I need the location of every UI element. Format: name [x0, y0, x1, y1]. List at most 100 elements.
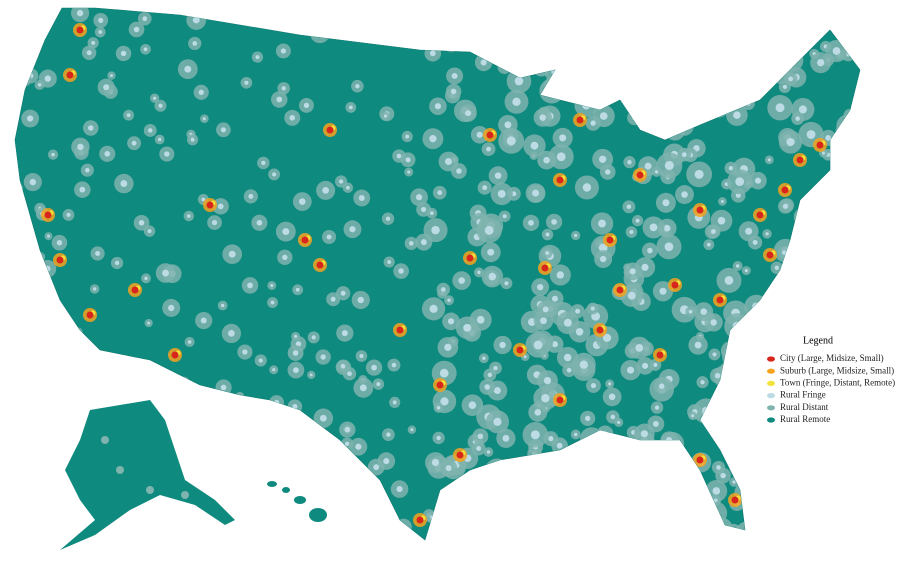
- city-area: [131, 286, 139, 294]
- rural-fringe-area: [688, 309, 693, 314]
- rural-fringe-area: [429, 32, 437, 39]
- rural-distant-area: [747, 504, 773, 530]
- rural-fringe-area: [759, 329, 769, 339]
- rural-distant-area: [579, 427, 604, 451]
- rural-distant-area: [793, 207, 813, 227]
- rural-fringe-area: [434, 103, 442, 110]
- rural-distant-area: [553, 497, 563, 506]
- rural-fringe-area: [493, 417, 502, 426]
- rural-fringe-area: [575, 308, 581, 314]
- rural-fringe-area: [198, 89, 204, 95]
- rural-fringe-area: [826, 470, 836, 479]
- rural-fringe-area: [549, 81, 556, 88]
- city-area: [606, 236, 614, 244]
- rural-fringe-area: [781, 250, 787, 255]
- rural-distant-area: [329, 491, 340, 502]
- rural-fringe-area: [565, 80, 571, 86]
- rural-fringe-area: [298, 198, 306, 205]
- rural-distant-area: [770, 282, 792, 304]
- rural-fringe-area: [839, 204, 844, 208]
- rural-distant-area: [785, 262, 808, 285]
- rural-fringe-area: [200, 317, 207, 324]
- rural-fringe-area: [730, 528, 737, 535]
- rural-fringe-area: [470, 520, 479, 529]
- rural-distant-area: [754, 459, 775, 480]
- rural-fringe-area: [640, 430, 648, 438]
- rural-fringe-area: [482, 356, 486, 360]
- rural-distant-area: [813, 517, 823, 527]
- rural-fringe-area: [593, 471, 598, 475]
- rural-fringe-area: [34, 402, 41, 408]
- rural-fringe-area: [754, 177, 762, 184]
- rural-distant-area: [682, 8, 693, 19]
- rural-fringe-area: [539, 114, 546, 121]
- city-area: [316, 261, 324, 269]
- rural-fringe-area: [15, 326, 19, 333]
- rural-distant-area: [658, 497, 682, 521]
- rural-fringe-area: [627, 160, 632, 165]
- rural-fringe-area: [494, 172, 502, 179]
- rural-fringe-area: [373, 464, 380, 471]
- rural-distant-area: [29, 396, 47, 414]
- rural-fringe-area: [672, 9, 677, 14]
- rural-fringe-area: [790, 267, 797, 275]
- rural-distant-area: [567, 52, 578, 63]
- rural-fringe-area: [761, 384, 767, 391]
- rural-fringe-area: [170, 430, 174, 434]
- rural-fringe-area: [840, 418, 844, 422]
- rural-fringe-area: [355, 84, 360, 89]
- rural-fringe-area: [147, 229, 152, 234]
- rural-fringe-area: [757, 463, 762, 468]
- city-area: [301, 236, 309, 244]
- rural-fringe-area: [525, 47, 535, 56]
- rural-fringe-area: [512, 97, 521, 107]
- rural-fringe-area: [606, 52, 612, 58]
- rural-fringe-area: [346, 185, 350, 190]
- rural-fringe-area: [708, 80, 717, 89]
- rural-fringe-area: [103, 84, 110, 91]
- rural-distant-area: [464, 8, 480, 17]
- rural-fringe-area: [716, 465, 721, 470]
- rural-distant-area: [848, 146, 857, 156]
- rural-fringe-area: [489, 8, 496, 15]
- rural-fringe-area: [742, 488, 751, 498]
- rural-fringe-area: [681, 152, 687, 158]
- city-area: [716, 296, 724, 304]
- rural-fringe-area: [849, 320, 857, 328]
- rural-distant-area: [622, 41, 635, 54]
- rural-distant-area: [695, 519, 707, 532]
- rural-fringe-area: [702, 74, 708, 80]
- rural-fringe-area: [624, 88, 629, 92]
- rural-distant-area: [501, 32, 513, 43]
- rural-fringe-area: [488, 272, 497, 281]
- rural-fringe-area: [440, 287, 446, 292]
- rural-fringe-area: [202, 407, 206, 411]
- rural-fringe-area: [256, 21, 261, 25]
- rural-fringe-area: [632, 8, 639, 12]
- rural-fringe-area: [493, 497, 497, 501]
- rural-fringe-area: [644, 162, 652, 170]
- rural-fringe-area: [76, 9, 84, 17]
- rural-fringe-area: [792, 269, 801, 278]
- rural-fringe-area: [42, 480, 46, 484]
- rural-fringe-area: [681, 123, 688, 130]
- rural-fringe-area: [385, 216, 391, 221]
- rural-fringe-area: [717, 216, 726, 225]
- rural-fringe-area: [295, 287, 300, 292]
- rural-distant-area: [664, 119, 686, 141]
- rural-fringe-area: [534, 408, 542, 416]
- rural-fringe-area: [98, 30, 103, 34]
- rural-fringe-area: [664, 160, 674, 171]
- rural-fringe-area: [487, 248, 495, 256]
- rural-distant-area: [581, 485, 593, 497]
- rural-distant-area: [762, 69, 776, 82]
- rural-fringe-area: [630, 472, 637, 479]
- city-area: [731, 496, 739, 504]
- rural-distant-area: [836, 201, 847, 211]
- rural-distant-area: [423, 25, 443, 45]
- rural-distant-area: [540, 53, 553, 66]
- rural-fringe-area: [598, 243, 608, 253]
- rural-distant-area: [235, 391, 245, 401]
- rural-fringe-area: [705, 32, 710, 37]
- rural-fringe-area: [786, 457, 794, 465]
